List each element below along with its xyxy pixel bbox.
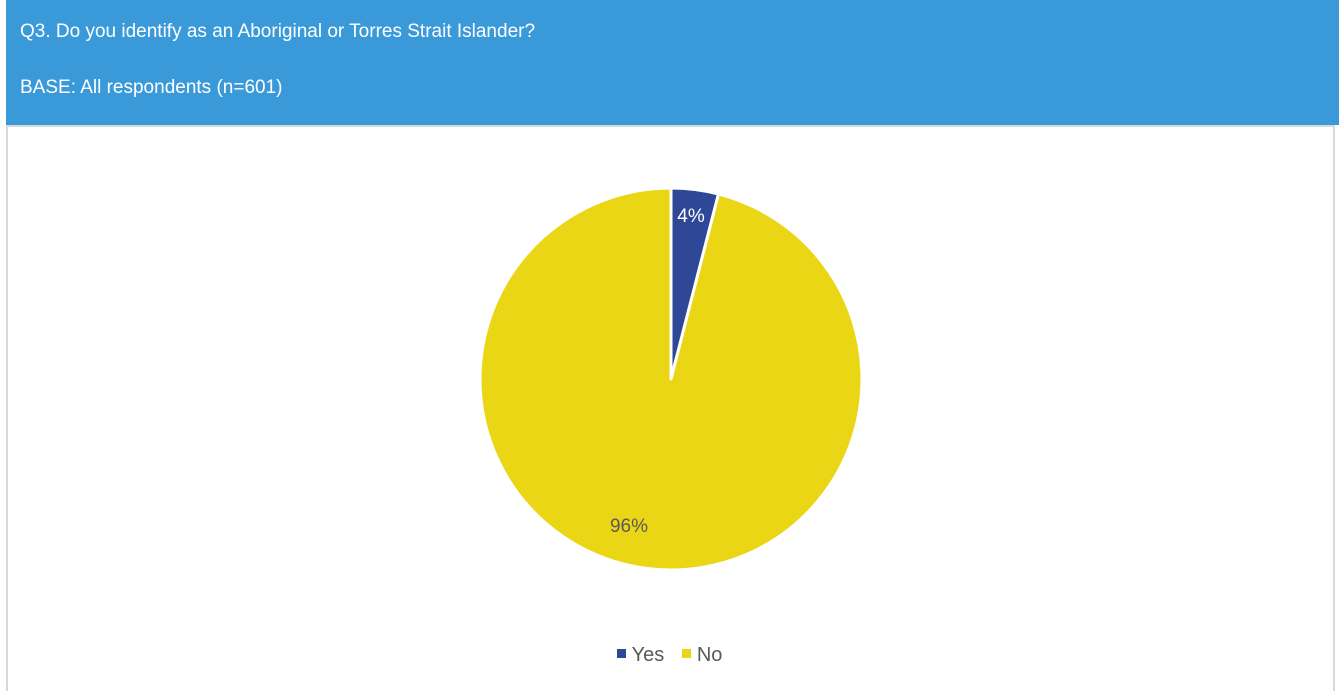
header-banner: Q3. Do you identify as an Aboriginal or … bbox=[6, 0, 1339, 125]
data-label-yes: 4% bbox=[677, 206, 705, 227]
legend-label-yes: Yes bbox=[631, 644, 665, 666]
legend: Yes No bbox=[0, 644, 1339, 667]
pie-slices bbox=[478, 186, 864, 572]
legend-item-yes: Yes bbox=[616, 644, 665, 667]
base-text: BASE: All respondents (n=601) bbox=[20, 77, 283, 98]
legend-swatch-no bbox=[681, 649, 691, 659]
legend-label-no: No bbox=[696, 644, 723, 666]
question-text: Q3. Do you identify as an Aboriginal or … bbox=[20, 21, 536, 42]
pie-slice-no bbox=[478, 186, 864, 572]
legend-item-no: No bbox=[681, 644, 723, 667]
data-label-no: 96% bbox=[610, 516, 648, 537]
legend-swatch-yes bbox=[616, 649, 626, 659]
pie-labels: 4% 96% bbox=[610, 206, 705, 537]
